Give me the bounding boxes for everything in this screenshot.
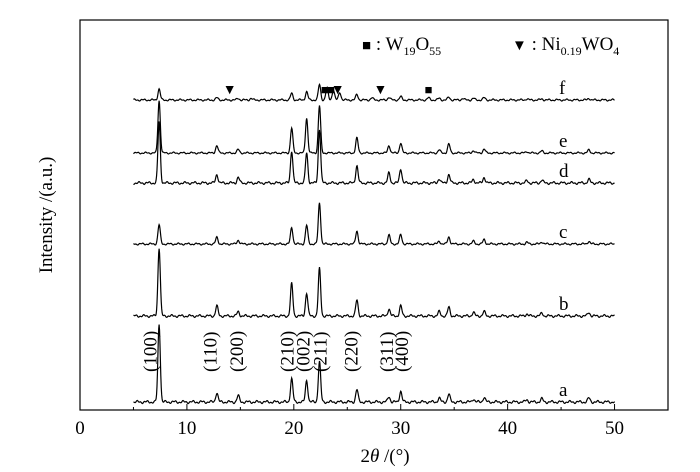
series-label-d: d bbox=[559, 161, 569, 182]
plot-frame bbox=[79, 19, 669, 411]
series-line-c bbox=[133, 202, 615, 246]
peak-annotation: (400) bbox=[392, 331, 413, 372]
x-tick-label: 10 bbox=[177, 418, 196, 439]
phase-marker: ▼ bbox=[331, 83, 345, 98]
x-tick-label: 20 bbox=[284, 418, 303, 439]
series-label-e: e bbox=[559, 131, 567, 152]
series-line-a bbox=[133, 324, 616, 405]
phase-marker: ■ bbox=[321, 82, 329, 97]
series-line-f bbox=[133, 83, 615, 102]
peak-annotation: (200) bbox=[227, 331, 248, 372]
phase-marker: ■ bbox=[327, 82, 335, 97]
series-label-c: c bbox=[559, 222, 567, 243]
phase-marker: ▼ bbox=[223, 83, 237, 98]
series-line-e bbox=[133, 100, 615, 155]
series-group: a b c de f bbox=[133, 78, 616, 405]
x-axis-label-prefix: 2 bbox=[360, 446, 370, 467]
peak-annotation: (110) bbox=[200, 332, 221, 372]
series-label-a: a bbox=[559, 380, 568, 401]
peak-annotation: (220) bbox=[342, 331, 363, 372]
y-axis-label: Intensity /(a.u.) bbox=[36, 157, 57, 274]
peak-annotation: (211) bbox=[311, 332, 332, 372]
legend: ■ : W19O55 ▼ : Ni0.19WO4 bbox=[362, 34, 619, 58]
phase-marker: ▼ bbox=[373, 83, 387, 98]
x-tick-label: 40 bbox=[498, 418, 517, 439]
phase-markers: ▼ ■■▼ ▼ ■ bbox=[223, 82, 433, 98]
series-line-d bbox=[133, 121, 615, 186]
peak-annotation: (210) bbox=[277, 331, 298, 372]
legend-entry: ■ : W19O55 bbox=[362, 34, 441, 58]
x-axis-label-theta: θ bbox=[370, 446, 379, 467]
x-axis-label: 2θ /(°) bbox=[360, 446, 409, 467]
x-tick-label: 50 bbox=[605, 418, 624, 439]
x-tick-label: 30 bbox=[391, 418, 410, 439]
series-line-b bbox=[133, 248, 615, 319]
peak-annotations: (100) (110) (200) (210)(002)(211) (220) (311)… bbox=[141, 331, 413, 372]
phase-marker: ■ bbox=[425, 82, 433, 97]
x-axis-ticks: 0 10 20 30 40 50 bbox=[75, 404, 624, 439]
series-label-f: f bbox=[559, 78, 566, 99]
x-axis-label-suffix: /(°) bbox=[379, 446, 409, 467]
peak-annotation: (002) bbox=[293, 331, 314, 372]
series-label-b: b bbox=[559, 294, 569, 315]
x-tick-label: 0 bbox=[75, 418, 85, 439]
peak-annotation: (100) bbox=[141, 331, 162, 372]
peak-annotation: (311) bbox=[377, 332, 398, 372]
legend-entry: ▼ : Ni0.19WO4 bbox=[512, 34, 619, 58]
